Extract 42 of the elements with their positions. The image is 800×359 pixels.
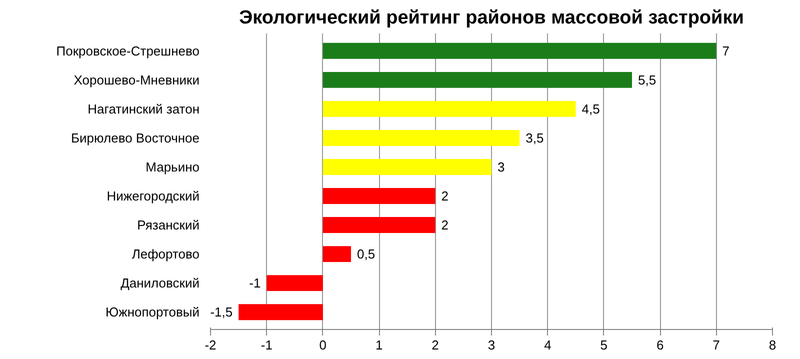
data-label: -1 [249, 276, 261, 291]
y-tick-label: Даниловский [120, 276, 200, 291]
y-tick-label: Бирюлево Восточное [71, 130, 200, 146]
x-tick-label: 0 [319, 338, 327, 352]
data-label: 5,5 [638, 72, 656, 88]
y-tick-label: Нагатинский затон [88, 101, 200, 116]
bar [322, 72, 632, 88]
x-tick-label: -1 [260, 338, 272, 352]
data-label: 2 [441, 188, 449, 204]
bar [322, 188, 436, 204]
x-tick-label: 3 [488, 338, 496, 352]
data-label: -1,5 [210, 304, 233, 320]
bar [322, 42, 716, 59]
bar [322, 246, 351, 262]
bar [322, 159, 492, 175]
bar [238, 304, 323, 320]
chart-title: Экологический рейтинг районов массовой застройки [239, 8, 744, 28]
bar [266, 275, 323, 292]
data-label: 3 [498, 159, 505, 174]
y-tick-label: Нижегородский [106, 188, 200, 204]
x-tick-label: 5 [600, 338, 608, 352]
x-tick-label: -2 [204, 338, 216, 352]
x-tick-label: 6 [656, 338, 664, 352]
y-tick-label: Покровское-Стрешнево [56, 43, 200, 58]
x-tick-label: 8 [768, 338, 776, 352]
x-tick-label: 1 [375, 338, 383, 352]
data-label: 3,5 [526, 130, 544, 146]
data-label: 7 [722, 43, 730, 58]
bar [322, 217, 436, 234]
y-tick-label: Хорошево-Мневники [74, 72, 200, 88]
data-label: 4,5 [582, 101, 600, 116]
x-tick-label: 4 [544, 338, 552, 352]
data-label: 2 [441, 218, 449, 233]
y-tick-label: Рязанский [137, 218, 200, 233]
y-tick-label: Южнопортовый [106, 304, 200, 320]
data-label: 0,5 [357, 246, 376, 262]
bar [322, 100, 576, 117]
y-tick-label: Лефортово [132, 246, 200, 262]
x-tick-label: 7 [712, 338, 720, 352]
y-tick-label: Марьино [146, 159, 200, 174]
x-tick-label: 2 [432, 338, 439, 352]
bar [322, 130, 520, 146]
